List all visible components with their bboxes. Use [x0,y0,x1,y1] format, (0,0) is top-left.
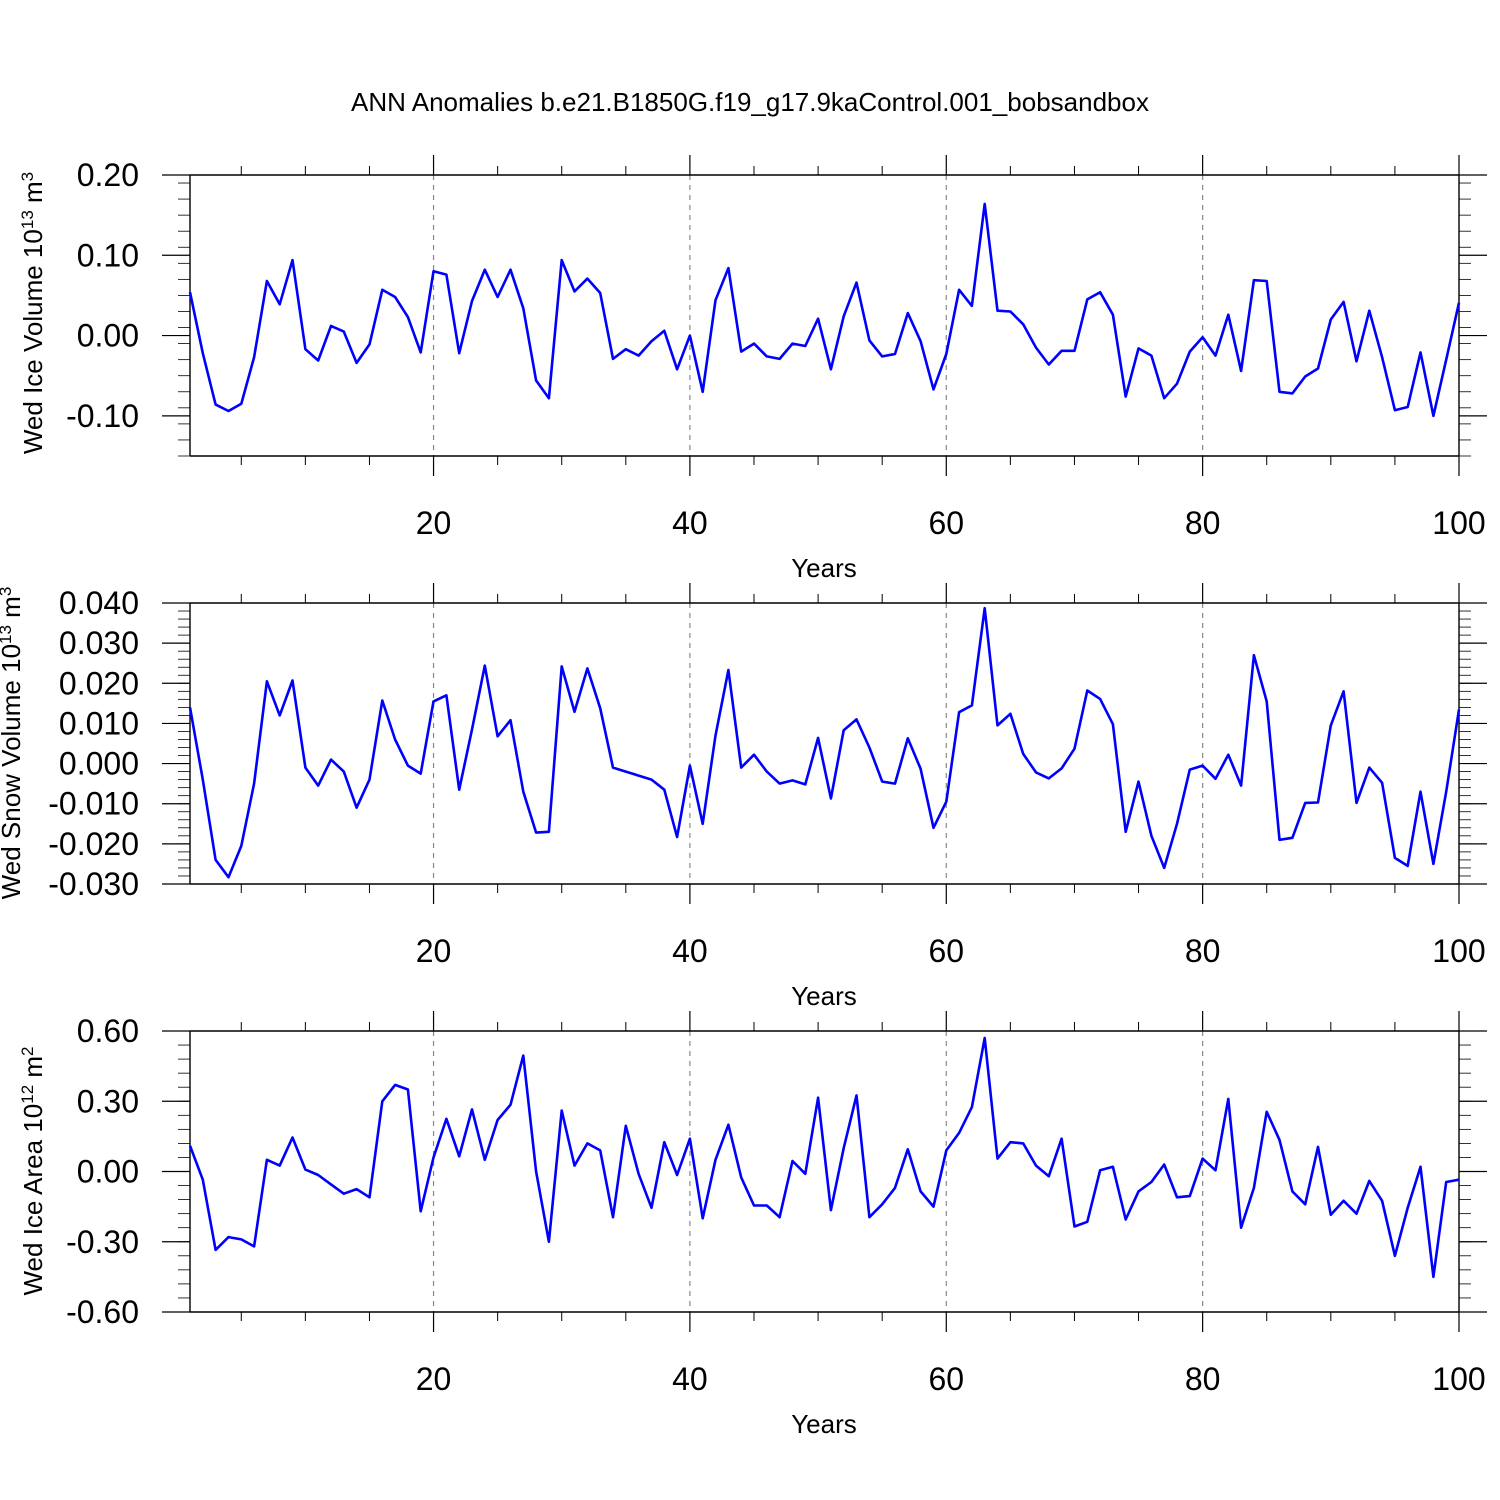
y-axis-label-text: Wed Ice Area 10 [18,1104,48,1296]
x-tick-label: 20 [416,505,452,541]
y-tick-label: -0.60 [66,1294,139,1330]
y-tick-label: 0.30 [77,1083,139,1119]
chart-panel-3: 20 40 60 80 100 0.60 0.30 0.00 -0.30 -0.60 Years We… [18,1011,1487,1439]
chart-panels: 20 40 60 80 100 0.20 0.10 0.00 -0.10 Years Wed Ice… [0,155,1487,1439]
y-axis-label: Wed Ice Area 1012 m2 [18,1046,49,1295]
y-tick-label: -0.030 [48,866,139,902]
y-axis-label-text: m [18,1056,48,1085]
y-axis-label-superscript: 13 [0,625,15,644]
data-line [188,1036,1460,1279]
y-axis-label-text: m [18,181,48,210]
y-axis-label: Wed Snow Volume 1013 m3 [0,587,26,900]
x-tick-label: 80 [1185,1361,1221,1397]
y-tick-label: 0.60 [77,1013,139,1049]
y-tick-label: 0.010 [59,705,139,741]
y-tick-label: 0.10 [77,237,139,273]
y-tick-label: 0.020 [59,665,139,701]
y-tick-label: 0.00 [77,318,139,354]
x-tick-label: 100 [1432,1361,1485,1397]
y-axis-label: Wed Ice Volume 1013 m3 [18,172,49,454]
y-tick-label: -0.30 [66,1224,139,1260]
x-tick-label: 20 [416,1361,452,1397]
x-tick-label: 80 [1185,933,1221,969]
x-axis-label: Years [791,981,857,1011]
y-tick-label: 0.20 [77,157,139,193]
x-tick-label: 40 [672,505,708,541]
y-tick-label: 0.040 [59,585,139,621]
y-tick-label: 0.000 [59,746,139,782]
x-tick-label: 20 [416,933,452,969]
chart-panel-1: 20 40 60 80 100 0.20 0.10 0.00 -0.10 Years Wed Ice… [18,155,1487,583]
x-tick-label: 60 [928,505,964,541]
y-tick-label: 0.030 [59,625,139,661]
x-tick-label: 60 [928,1361,964,1397]
y-axis-label-text: Wed Snow Volume 10 [0,644,26,899]
y-axis-label-superscript: 2 [18,1046,37,1055]
x-tick-label: 80 [1185,505,1221,541]
y-axis-label-superscript: 3 [0,587,15,596]
x-tick-label: 40 [672,933,708,969]
chart-panel-2: 20 40 60 80 100 0.040 0.030 0.020 0.010 0.000 -0.0… [0,583,1487,1011]
x-tick-label: 100 [1432,505,1485,541]
data-line [188,606,1461,879]
x-axis-label: Years [791,553,857,583]
x-axis-label: Years [791,1409,857,1439]
x-tick-label: 100 [1432,933,1485,969]
y-axis-label-text: m [0,596,26,625]
x-tick-label: 40 [672,1361,708,1397]
y-tick-label: -0.020 [48,826,139,862]
y-axis-label-superscript: 3 [18,172,37,181]
y-axis-label-superscript: 13 [18,210,37,229]
y-tick-label: -0.10 [66,398,139,434]
data-line [188,202,1461,418]
y-axis-label-text: Wed Ice Volume 10 [18,229,48,454]
y-tick-label: 0.00 [77,1154,139,1190]
y-tick-label: -0.010 [48,786,139,822]
y-axis-label-superscript: 12 [18,1085,37,1104]
x-tick-label: 60 [928,933,964,969]
chart-title: ANN Anomalies b.e21.B1850G.f19_g17.9kaCo… [351,87,1149,117]
